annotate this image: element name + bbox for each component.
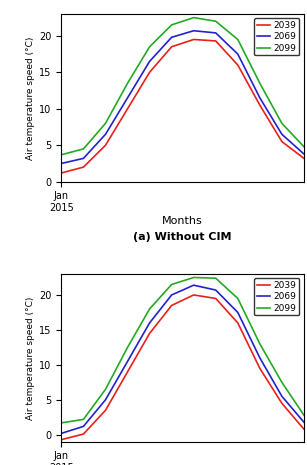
Line: 2039: 2039 [61, 295, 304, 439]
2039 [104, 142, 107, 148]
Line: 2099: 2099 [61, 278, 304, 423]
2099 [280, 120, 284, 126]
2099 [104, 386, 107, 392]
Text: (a) Without CIM: (a) Without CIM [134, 232, 232, 242]
Line: 2039: 2039 [61, 40, 304, 173]
2039 [280, 139, 284, 145]
2099 [82, 146, 85, 152]
2069 [214, 287, 218, 293]
2069 [126, 95, 129, 100]
2069 [170, 292, 173, 298]
2039 [148, 69, 151, 75]
2069 [60, 431, 63, 436]
2069 [280, 393, 284, 399]
2039 [192, 292, 196, 298]
2099 [170, 22, 173, 28]
Legend: 2039, 2069, 2099: 2039, 2069, 2099 [254, 279, 299, 315]
X-axis label: Months: Months [162, 216, 203, 226]
2099 [192, 275, 196, 280]
2069 [258, 95, 262, 100]
2039 [302, 156, 306, 161]
2099 [258, 80, 262, 86]
2039 [170, 44, 173, 50]
2099 [148, 306, 151, 312]
Line: 2069: 2069 [61, 31, 304, 164]
2069 [104, 397, 107, 403]
2039 [236, 320, 240, 325]
2069 [302, 151, 306, 157]
2069 [126, 359, 129, 364]
2039 [126, 106, 129, 112]
2099 [236, 37, 240, 42]
2039 [148, 331, 151, 336]
Line: 2069: 2069 [61, 285, 304, 433]
2099 [126, 345, 129, 350]
2069 [192, 28, 196, 33]
2099 [302, 144, 306, 149]
2039 [214, 296, 218, 301]
2099 [82, 417, 85, 422]
2099 [192, 15, 196, 20]
2099 [148, 44, 151, 50]
2069 [302, 419, 306, 425]
2039 [258, 365, 262, 371]
2069 [236, 310, 240, 315]
2099 [126, 80, 129, 86]
Y-axis label: Air temperature speed (°C): Air temperature speed (°C) [26, 296, 35, 419]
2039 [214, 38, 218, 44]
2069 [280, 132, 284, 137]
2039 [82, 431, 85, 437]
2099 [214, 275, 218, 281]
2099 [60, 420, 63, 425]
2069 [148, 320, 151, 325]
2069 [60, 161, 63, 166]
2099 [170, 282, 173, 287]
2039 [60, 170, 63, 176]
2069 [192, 282, 196, 288]
2099 [104, 120, 107, 126]
2069 [214, 30, 218, 36]
2039 [192, 37, 196, 42]
2069 [258, 355, 262, 361]
2039 [60, 437, 63, 442]
2069 [104, 132, 107, 137]
2099 [258, 341, 262, 347]
2069 [148, 59, 151, 64]
Legend: 2039, 2069, 2099: 2039, 2069, 2099 [254, 19, 299, 55]
2099 [302, 412, 306, 418]
2039 [170, 303, 173, 308]
2069 [170, 34, 173, 40]
Line: 2099: 2099 [61, 18, 304, 155]
2039 [104, 407, 107, 413]
Y-axis label: Air temperature speed (°C): Air temperature speed (°C) [26, 36, 35, 159]
2099 [280, 379, 284, 385]
2039 [258, 102, 262, 108]
2099 [214, 19, 218, 24]
2069 [82, 424, 85, 429]
2039 [236, 62, 240, 68]
2039 [280, 400, 284, 406]
2069 [236, 51, 240, 57]
2069 [82, 156, 85, 161]
2039 [302, 426, 306, 432]
2099 [236, 296, 240, 301]
2099 [60, 152, 63, 158]
2039 [82, 164, 85, 170]
2039 [126, 369, 129, 375]
